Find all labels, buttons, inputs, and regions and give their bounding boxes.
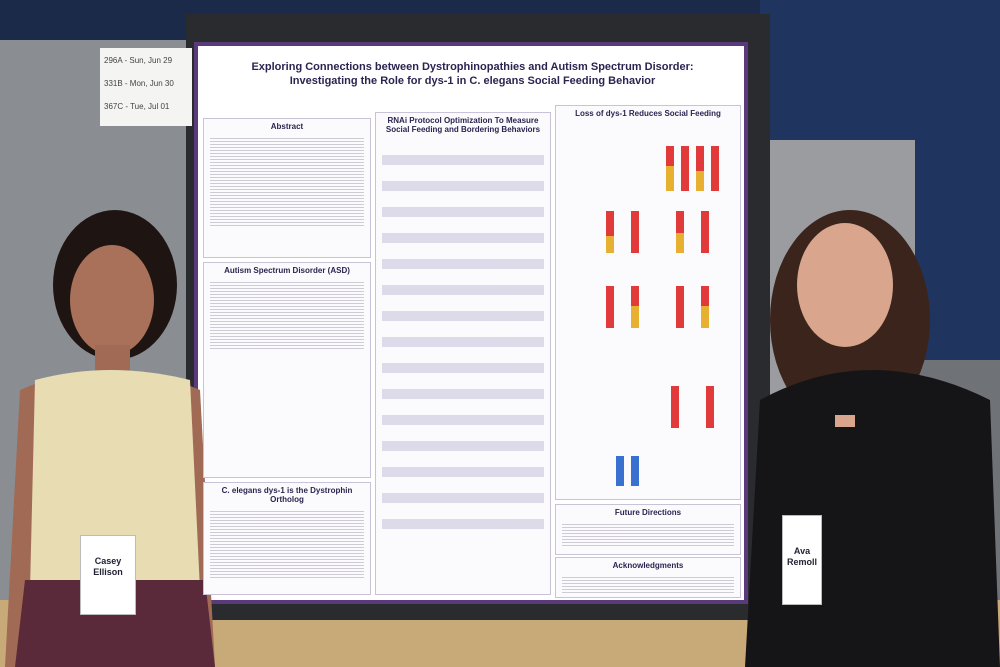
section-heading: Future Directions — [614, 508, 682, 517]
text-block — [562, 522, 734, 547]
panel: Loss of dys-1 Reduces Social Feeding — [555, 105, 741, 500]
section-heading: Autism Spectrum Disorder (ASD) — [224, 266, 350, 275]
panel: Abstract — [203, 118, 371, 258]
panel: Future Directions — [555, 504, 741, 555]
text-block — [562, 575, 734, 595]
section-heading: Acknowledgments — [612, 561, 684, 570]
poster-title: Exploring Connections between Dystrophin… — [205, 60, 740, 88]
sign-line: 367C - Tue, Jul 01 — [104, 102, 170, 111]
text-block — [210, 509, 364, 579]
section-heading: RNAi Protocol Optimization To Measure So… — [385, 116, 541, 134]
room-sign: 296A - Sun, Jun 29 331B - Mon, Jun 30 36… — [100, 48, 192, 126]
panel: Autism Spectrum Disorder (ASD) — [203, 262, 371, 478]
sign-line: 296A - Sun, Jun 29 — [104, 56, 173, 65]
text-block — [210, 136, 364, 226]
figure — [606, 146, 719, 486]
title-line: Investigating the Role for dys-1 in C. e… — [289, 75, 656, 87]
panel: C. elegans dys-1 is the Dystrophin Ortho… — [203, 482, 371, 595]
badge-name: Ava Remoll — [786, 546, 817, 567]
badge-name: Casey Ellison — [93, 556, 123, 577]
name-badge: Ava Remoll — [782, 515, 822, 605]
section-heading: Abstract — [270, 122, 304, 131]
panel: RNAi Protocol Optimization To Measure So… — [375, 112, 551, 595]
title-line: Exploring Connections between Dystrophin… — [251, 61, 694, 73]
panel: Acknowledgments — [555, 557, 741, 598]
flowchart — [382, 139, 544, 539]
section-heading: C. elegans dys-1 is the Dystrophin Ortho… — [221, 486, 353, 504]
name-badge: Casey Ellison — [80, 535, 136, 615]
section-heading: Loss of dys-1 Reduces Social Feeding — [575, 109, 721, 118]
text-block — [210, 280, 364, 350]
sign-line: 331B - Mon, Jun 30 — [104, 79, 174, 88]
